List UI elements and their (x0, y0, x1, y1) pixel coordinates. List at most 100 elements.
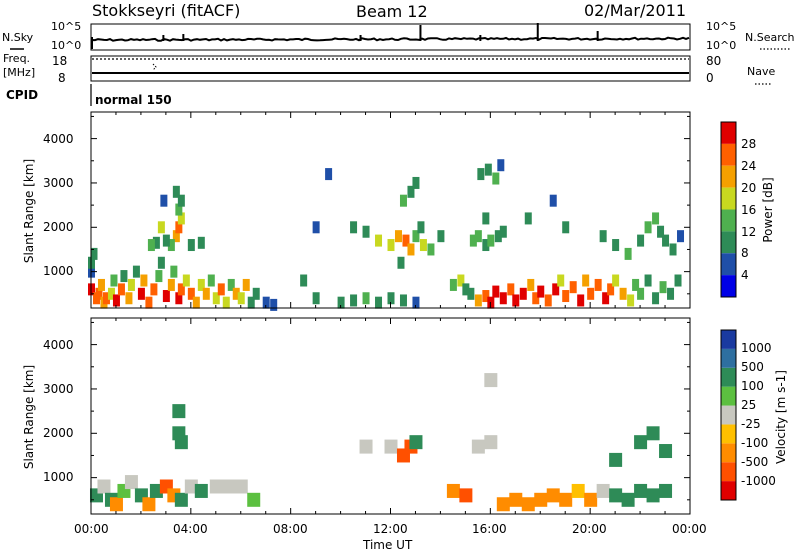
power-cell (167, 278, 175, 291)
velocity-cell (596, 483, 610, 498)
velocity-colorbar-frame (720, 329, 737, 501)
power-cell (160, 194, 168, 207)
power-cell (262, 296, 270, 309)
power-cell (587, 287, 595, 300)
power-cell (637, 287, 645, 300)
velocity-ytick-1000: 1000 (43, 470, 74, 484)
velocity-cell (142, 497, 156, 512)
power-ytick-4000: 4000 (43, 132, 74, 146)
nave-label: Nave (747, 65, 775, 78)
power-colorbar-label: Power [dB] (761, 177, 775, 242)
freq-frame (90, 55, 691, 82)
power-cell (562, 290, 570, 303)
power-cell (637, 234, 645, 247)
beam-title: Beam 12 (356, 2, 428, 21)
power-cell (482, 290, 490, 303)
velocity-cell (184, 479, 198, 494)
power-cell (97, 278, 105, 291)
power-cell (552, 283, 560, 296)
power-cell (507, 283, 515, 296)
power-cell (155, 270, 163, 283)
power-cell (482, 239, 490, 252)
velocity-cell (646, 488, 660, 503)
power-cell (232, 287, 240, 300)
power-cell (652, 212, 660, 225)
power-cell (162, 234, 170, 247)
velocity-colorbar-segment (721, 330, 736, 349)
power-cell (492, 285, 500, 298)
velocity-colorbar-segment (721, 481, 736, 500)
velocity-cell (409, 435, 423, 450)
nave-tick-top: 80 (706, 54, 721, 68)
power-cell (537, 285, 545, 298)
velocity-ylabel: Slant Range [km] (22, 365, 36, 469)
power-colorbar-segment (721, 209, 736, 232)
power-cell (599, 230, 607, 243)
power-cell (644, 274, 652, 287)
power-cell (577, 294, 585, 307)
velocity-cell (109, 497, 123, 512)
nave-tick-bottom: 0 (706, 71, 714, 85)
power-cell (182, 274, 190, 287)
power-cell (469, 234, 477, 247)
nsearch-tick-bottom: 10^0 (706, 39, 736, 52)
power-cell (137, 287, 145, 300)
velocity-cell (534, 492, 548, 507)
velocity-cell (646, 426, 660, 441)
velocity-cell (521, 497, 535, 512)
power-cell (627, 294, 635, 307)
power-cell (125, 292, 133, 305)
power-cell (312, 221, 320, 234)
power-cell (120, 270, 128, 283)
vel-cbar-tick-neg500: -500 (741, 455, 768, 469)
velocity-cell (222, 479, 236, 494)
power-cell (177, 212, 185, 225)
power-cell (484, 163, 492, 176)
velocity-cell (496, 497, 510, 512)
power-cell (624, 247, 632, 260)
power-cell (557, 274, 565, 287)
power-cell (227, 278, 235, 291)
velocity-cell (234, 479, 248, 494)
nsky-label: N.Sky (2, 31, 34, 44)
vel-cbar-tick-25: 25 (741, 398, 756, 412)
power-cell (175, 203, 183, 216)
velocity-cell (247, 492, 261, 507)
power-cell (632, 278, 640, 291)
velocity-cell (659, 444, 673, 459)
freq-tick-bottom: 8 (58, 71, 66, 85)
power-cbar-tick-8: 8 (741, 246, 749, 260)
power-cell (107, 287, 115, 300)
power-cell (619, 287, 627, 300)
power-cell (95, 287, 103, 300)
vel-cbar-tick-neg1000: -1000 (741, 474, 776, 488)
velocity-axis-ticks (90, 318, 691, 514)
power-colorbar-segment (721, 275, 736, 297)
power-colorbar-frame (720, 121, 737, 298)
power-cell (170, 265, 178, 278)
power-cell (157, 221, 165, 234)
power-cell (252, 287, 260, 300)
power-colorbar-segment (721, 165, 736, 188)
power-cell (212, 292, 220, 305)
nsky-spikes (91, 23, 599, 49)
power-colorbar: 4 8 12 16 20 24 28 Power [dB] (720, 121, 775, 298)
vel-cbar-tick-500: 500 (741, 360, 764, 374)
power-cell (602, 292, 610, 305)
power-cell (582, 274, 590, 287)
power-ytick-2000: 2000 (43, 220, 74, 234)
xtick-2000: 20:00 (572, 522, 607, 536)
power-cell (117, 283, 125, 296)
power-cell (462, 283, 470, 296)
power-cell (499, 225, 507, 238)
velocity-cell (174, 435, 188, 450)
velocity-colorbar-segment (721, 443, 736, 463)
vel-cbar-tick-neg100: -100 (741, 436, 768, 450)
velocity-cell (97, 479, 111, 494)
velocity-cell (174, 492, 188, 507)
velocity-colorbar-segment (721, 462, 736, 482)
power-axis-ticks (90, 112, 691, 308)
power-cell (474, 230, 482, 243)
power-cell (419, 239, 427, 252)
power-cell (172, 230, 180, 243)
